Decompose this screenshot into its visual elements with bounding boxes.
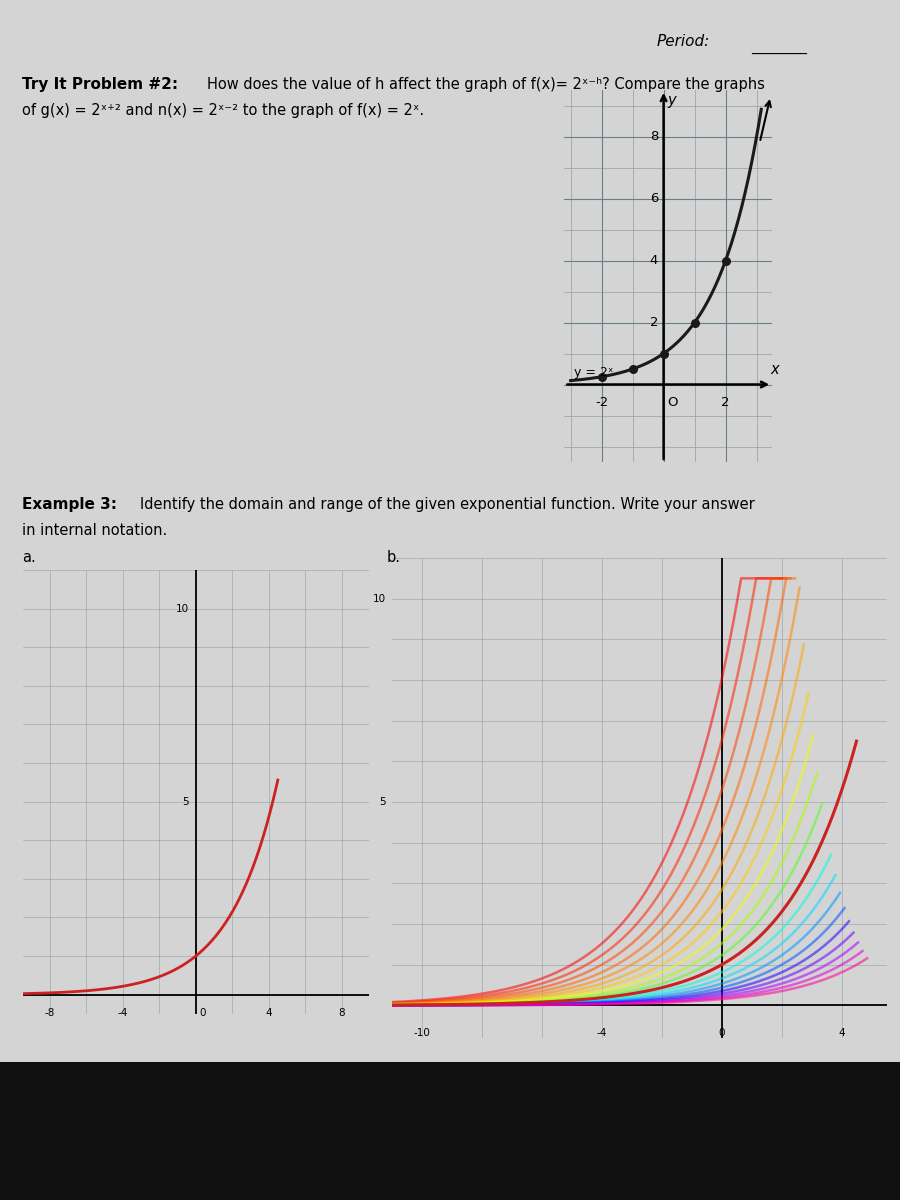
Text: 0: 0	[718, 1028, 724, 1038]
Text: -2: -2	[595, 396, 608, 409]
Text: -10: -10	[413, 1028, 430, 1038]
Text: 0: 0	[200, 1008, 206, 1019]
Text: 4: 4	[838, 1028, 845, 1038]
Text: y: y	[667, 94, 676, 108]
Text: -8: -8	[45, 1008, 55, 1019]
Text: 4: 4	[266, 1008, 272, 1019]
Text: How does the value of h affect the graph of f(x)= 2ˣ⁻ʰ? Compare the graphs: How does the value of h affect the graph…	[207, 77, 765, 91]
Text: y = 2ˣ: y = 2ˣ	[573, 366, 613, 379]
Text: a.: a.	[22, 551, 36, 565]
Text: 10: 10	[373, 594, 385, 604]
Text: in internal notation.: in internal notation.	[22, 523, 167, 538]
Text: 8: 8	[650, 130, 658, 143]
Text: Try It Problem #2:: Try It Problem #2:	[22, 77, 178, 91]
Text: 2: 2	[722, 396, 730, 409]
Text: Period:: Period:	[657, 35, 710, 49]
Text: Identify the domain and range of the given exponential function. Write your answ: Identify the domain and range of the giv…	[140, 497, 754, 511]
Text: O: O	[667, 396, 678, 409]
Text: 6: 6	[650, 192, 658, 205]
Text: -4: -4	[597, 1028, 607, 1038]
Text: b.: b.	[387, 551, 401, 565]
Text: 2: 2	[650, 316, 658, 329]
Text: 5: 5	[379, 797, 385, 808]
Text: 8: 8	[338, 1008, 345, 1019]
Text: x: x	[770, 361, 779, 377]
Text: of g(x) = 2ˣ⁺² and n(x) = 2ˣ⁻² to the graph of f(x) = 2ˣ.: of g(x) = 2ˣ⁺² and n(x) = 2ˣ⁻² to the gr…	[22, 103, 425, 118]
Text: -4: -4	[118, 1008, 128, 1019]
Text: 10: 10	[176, 604, 188, 613]
Text: 4: 4	[650, 254, 658, 266]
Text: 5: 5	[182, 797, 188, 806]
Text: Example 3:: Example 3:	[22, 497, 118, 511]
Text: ________: ________	[752, 41, 807, 55]
